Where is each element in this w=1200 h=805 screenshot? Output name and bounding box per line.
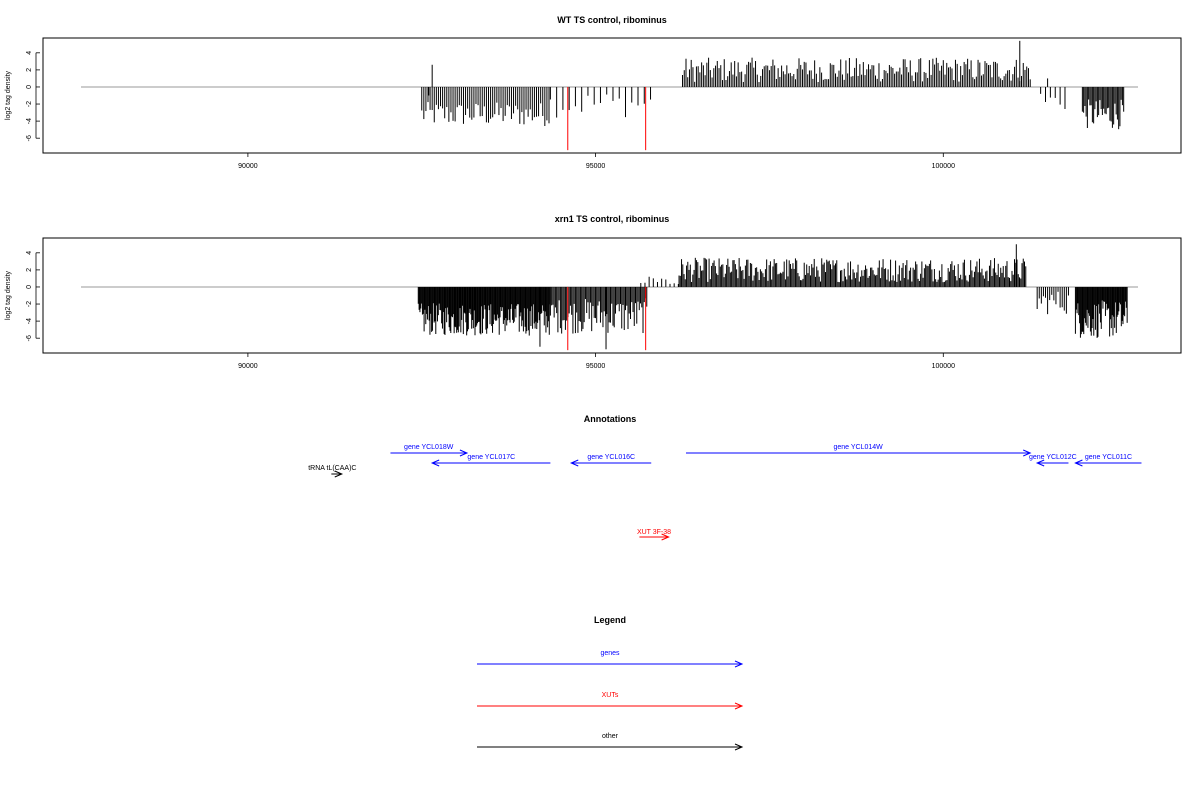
feature-label: tRNA tL(CAA)C	[308, 465, 356, 472]
y-tick-label: 4	[26, 251, 33, 255]
legend-arrowhead	[734, 702, 744, 710]
legend-label: other	[602, 733, 619, 740]
y-tick-label: -6	[26, 135, 33, 141]
y-tick-label: 0	[26, 85, 33, 89]
x-tick-label: 90000	[238, 363, 258, 370]
annotations-title: Annotations	[584, 414, 637, 424]
legend-arrowhead	[734, 743, 744, 751]
arrowhead-left	[1074, 459, 1083, 467]
wt-track-panel: WT TS control, ribominus -6 -4 -2 0 2 4 log2 ta…	[5, 15, 1182, 170]
y-tick-label: 4	[26, 51, 33, 55]
x-tick-label: 90000	[238, 163, 258, 170]
y-tick-label: -6	[26, 335, 33, 341]
arrowhead-left	[430, 459, 440, 467]
legend-label: XUTs	[602, 692, 619, 699]
feature-label: gene YCL012C	[1029, 454, 1077, 461]
y-tick-label: -4	[26, 118, 33, 124]
y-axis-label: log2 tag density	[5, 270, 12, 320]
plot-frame	[42, 237, 1182, 354]
arrowhead-right	[661, 533, 670, 541]
legend-panel: Legend genes XUTs other	[477, 615, 744, 751]
x-tick-label: 100000	[932, 363, 955, 370]
feature-label: XUT 3F-38	[637, 529, 671, 536]
y-tick-label: -2	[26, 301, 33, 307]
legend-arrowhead	[734, 660, 744, 668]
x-tick-label: 100000	[932, 163, 955, 170]
legend-label: genes	[600, 650, 620, 657]
x-tick-label: 95000	[586, 163, 606, 170]
xrn1-track-panel: xrn1 TS control, ribominus -6 -4 -2 0 2 4 log2 …	[5, 214, 1182, 370]
y-tick-label: 2	[26, 68, 33, 72]
plot-frame	[42, 37, 1182, 154]
feature-label: gene YCL016C	[587, 454, 635, 461]
y-tick-label: 2	[26, 268, 33, 272]
y-tick-label: -4	[26, 318, 33, 324]
legend-title: Legend	[594, 615, 626, 625]
y-tick-label: 0	[26, 285, 33, 289]
arrowhead-left	[569, 459, 579, 467]
y-axis-label: log2 tag density	[5, 70, 12, 120]
feature-label: gene YCL014W	[833, 444, 883, 451]
feature-label: gene YCL011C	[1085, 454, 1132, 461]
x-tick-label: 95000	[586, 363, 606, 370]
annotations-panel: Annotations gene YCL018W gene YCL017C gene …	[308, 414, 1142, 541]
arrowhead-right	[459, 449, 469, 457]
y-tick-label: -2	[26, 101, 33, 107]
arrowhead-right	[334, 470, 344, 478]
plot-title: xrn1 TS control, ribominus	[555, 214, 670, 224]
arrowhead-right	[1023, 449, 1032, 457]
feature-label: gene YCL018W	[404, 444, 454, 451]
plot-title: WT TS control, ribominus	[557, 15, 667, 25]
arrowhead-left	[1035, 459, 1045, 467]
feature-label: gene YCL017C	[467, 454, 515, 461]
